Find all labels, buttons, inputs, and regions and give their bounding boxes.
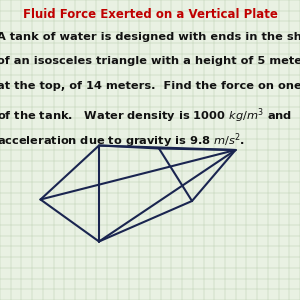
Text: Fluid Force Exerted on a Vertical Plate: Fluid Force Exerted on a Vertical Plate — [22, 8, 278, 20]
Text: of an isosceles triangle with a height of 5 meters and w: of an isosceles triangle with a height o… — [0, 56, 300, 66]
Text: of the tank.   Water density is 1000 $kg/m^3$ and: of the tank. Water density is 1000 $kg/m… — [0, 106, 292, 125]
Text: acceleration due to gravity is 9.8 $m/s^2$.: acceleration due to gravity is 9.8 $m/s^… — [0, 131, 245, 150]
Text: A tank of water is designed with ends in the shap: A tank of water is designed with ends in… — [0, 32, 300, 41]
Text: at the top, of 14 meters.  Find the force on one en: at the top, of 14 meters. Find the force… — [0, 81, 300, 91]
